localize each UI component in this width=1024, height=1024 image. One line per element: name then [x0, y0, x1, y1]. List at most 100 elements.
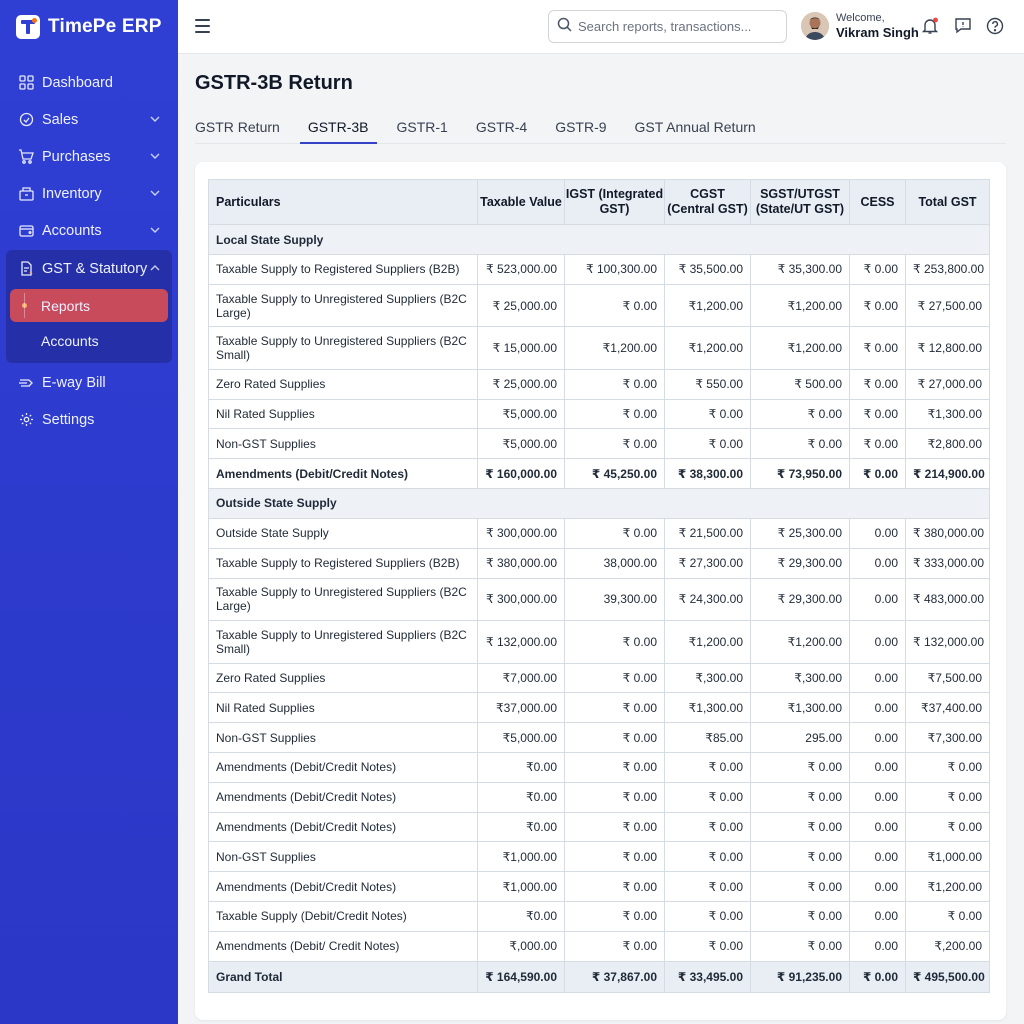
sidebar-item-label: Settings: [42, 411, 95, 428]
table-cell: ₹ 100,300.00: [564, 254, 665, 285]
table-cell: ₹1,200.00: [750, 283, 850, 328]
avatar[interactable]: [801, 12, 829, 40]
sidebar-subitem-label: Reports: [41, 297, 91, 314]
brand[interactable]: TimePe ERP: [0, 0, 178, 54]
table-cell: 0.00: [849, 662, 906, 694]
tab-gstr-1[interactable]: GSTR-1: [396, 119, 448, 135]
table-cell: ₹ 0.00: [750, 398, 850, 430]
sidebar-item-label: Accounts: [42, 222, 102, 239]
table-cell: ₹ 0.00: [905, 900, 990, 932]
row-label: Non-GST Supplies: [208, 841, 478, 873]
bell-icon[interactable]: [921, 17, 939, 35]
table-cell: 39,300.00: [564, 577, 665, 622]
table-cell: ₹ 0.00: [564, 620, 665, 664]
menu-icon[interactable]: [195, 19, 210, 33]
table-cell: ₹ 0.00: [750, 900, 850, 932]
dashboard-icon: [18, 75, 34, 91]
table-row: Taxable Supply to Registered Suppliers (…: [208, 547, 990, 579]
row-label: Taxable Supply (Debit/Credit Notes): [208, 900, 478, 932]
search-box[interactable]: [548, 10, 787, 43]
table-cell: ₹ 160,000.00: [477, 458, 565, 489]
table-cell: ₹ 0.00: [750, 751, 850, 783]
table-cell: ₹1,200.00: [750, 326, 850, 370]
table-cell: ₹ 0.00: [564, 368, 665, 400]
table-cell: ₹1,000.00: [477, 841, 565, 873]
table-row: Amendments (Debit/Credit Notes) ₹ 160,000…: [208, 458, 990, 489]
sidebar-item-settings[interactable]: Settings: [0, 401, 178, 438]
table-cell: ₹ 0.00: [564, 692, 665, 724]
tab-gstr-4[interactable]: GSTR-4: [475, 119, 528, 135]
table-cell: ₹,300.00: [750, 662, 850, 694]
tab-gst-annual-return[interactable]: GST Annual Return: [634, 119, 756, 135]
table-row: Nil Rated Supplies ₹37,000.00 ₹ 0.00 ₹1,300…: [208, 692, 990, 724]
tab-gstr-return[interactable]: GSTR Return: [195, 119, 280, 135]
table-cell: ₹37,400.00: [905, 692, 990, 724]
table-cell: ₹ 38,300.00: [664, 458, 751, 489]
chevron-down-icon: [150, 151, 160, 162]
table-row: Amendments (Debit/ Credit Notes) ₹,000.00…: [208, 930, 990, 962]
table-cell: ₹1,200.00: [664, 620, 751, 664]
table-cell: 295.00: [750, 722, 850, 753]
table-cell: ₹ 0.00: [664, 781, 751, 813]
table-cell: ₹1,200.00: [564, 326, 665, 370]
table-row: Non-GST Supplies ₹1,000.00 ₹ 0.00 ₹ 0.00 ₹ 0…: [208, 841, 990, 873]
table-cell: ₹85.00: [664, 722, 751, 753]
tab-gstr-3b[interactable]: GSTR-3B: [299, 116, 377, 144]
table-cell: ₹ 523,000.00: [477, 254, 565, 285]
page-title: GSTR-3B Return: [195, 72, 353, 94]
table-cell: ₹0.00: [477, 900, 565, 932]
row-label: Nil Rated Supplies: [208, 692, 478, 724]
sidebar-subitem-reports[interactable]: Reports: [10, 289, 168, 322]
inventory-icon: [18, 186, 34, 202]
table-cell: 0.00: [849, 722, 906, 753]
sidebar-item-sales[interactable]: Sales: [0, 101, 178, 138]
table-cell: ₹ 0.00: [664, 751, 751, 783]
table-cell: ₹ 253,800.00: [905, 254, 990, 285]
chat-icon[interactable]: [954, 17, 972, 35]
table-row: Zero Rated Supplies ₹ 25,000.00 ₹ 0.00 ₹ 55…: [208, 368, 990, 400]
table-row: Taxable Supply to Unregistered Suppliers…: [208, 326, 990, 370]
sidebar-nav: Dashboard Sales Purchases Inventory: [0, 64, 178, 438]
table-cell: ₹ 0.00: [664, 841, 751, 873]
table-cell: ₹ 0.00: [905, 751, 990, 783]
table-cell: 0.00: [849, 900, 906, 932]
cart-icon: [18, 149, 34, 165]
help-icon[interactable]: [986, 17, 1004, 35]
table-cell: ₹ 0.00: [664, 398, 751, 430]
sidebar-item-accounts[interactable]: Accounts: [0, 212, 178, 249]
table-cell: ₹5,000.00: [477, 722, 565, 753]
sidebar-item-inventory[interactable]: Inventory: [0, 175, 178, 212]
sidebar-item-gst-statutory[interactable]: GST & Statutory: [6, 250, 172, 287]
row-label: Amendments (Debit/Credit Notes): [208, 871, 478, 902]
table-cell: ₹ 550.00: [664, 368, 751, 400]
sidebar-subitem-accounts[interactable]: Accounts: [10, 324, 168, 357]
sidebar-group-gst: GST & Statutory Reports Accounts: [6, 250, 172, 363]
sidebar-item-purchases[interactable]: Purchases: [0, 138, 178, 175]
sidebar-item-label: Sales: [42, 111, 79, 128]
table-cell: ₹ 0.00: [564, 781, 665, 813]
tab-gstr-9[interactable]: GSTR-9: [555, 119, 607, 135]
column-header: CGST (Central GST): [664, 179, 751, 225]
sales-icon: [18, 112, 34, 128]
search-input[interactable]: [578, 19, 778, 34]
table-cell: ₹ 300,000.00: [477, 577, 565, 622]
table-cell: ₹1,200.00: [664, 283, 751, 328]
table-row: Amendments (Debit/Credit Notes) ₹0.00 ₹ 0.…: [208, 811, 990, 843]
chevron-down-icon: [150, 188, 160, 199]
main-content: GSTR-3B Return GSTR Return GSTR-3B GSTR-…: [178, 54, 1024, 1024]
row-label: Amendments (Debit/ Credit Notes): [208, 930, 478, 962]
document-icon: [18, 261, 34, 277]
table-cell: 0.00: [849, 577, 906, 622]
table-cell: ₹5,000.00: [477, 398, 565, 430]
table-cell: ₹ 0.00: [849, 960, 906, 993]
user-greeting: Welcome, Vikram Singh: [836, 12, 919, 40]
sidebar: TimePe ERP Dashboard Sales Purchases: [0, 0, 178, 1024]
sidebar-item-eway-bill[interactable]: E-way Bill: [0, 364, 178, 401]
wallet-icon: [18, 223, 34, 239]
sidebar-item-dashboard[interactable]: Dashboard: [0, 64, 178, 101]
table-cell: ₹ 0.00: [564, 398, 665, 430]
table-cell: ₹ 0.00: [564, 871, 665, 902]
app-name: TimePe ERP: [48, 16, 162, 37]
table-cell: ₹ 0.00: [750, 841, 850, 873]
table-row: Zero Rated Supplies ₹7,000.00 ₹ 0.00 ₹,300.…: [208, 662, 990, 694]
